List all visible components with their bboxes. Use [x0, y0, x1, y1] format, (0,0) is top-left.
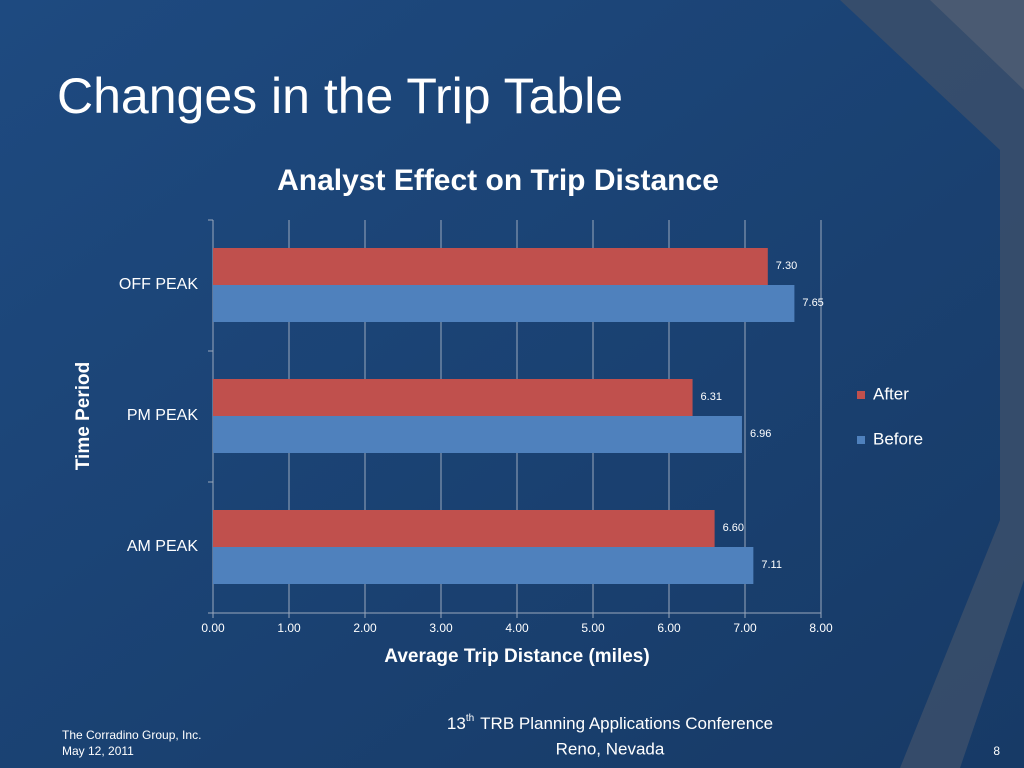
- value-label: 7.11: [761, 559, 782, 571]
- value-label: 6.96: [750, 428, 771, 440]
- footer-conference: 13th TRB Planning Applications Conference: [447, 713, 773, 734]
- footer-company: The Corradino Group, Inc.: [62, 728, 201, 742]
- x-tick-label: 4.00: [505, 621, 529, 635]
- footer-location: Reno, Nevada: [556, 739, 665, 758]
- y-tick-label: PM PEAK: [127, 407, 198, 424]
- bar: [213, 379, 693, 416]
- bar: [213, 248, 768, 285]
- x-axis-label: Average Trip Distance (miles): [384, 646, 649, 667]
- value-label: 7.30: [776, 260, 797, 272]
- legend-label: Before: [873, 429, 923, 448]
- legend-label: After: [873, 384, 909, 403]
- y-tick-label: OFF PEAK: [119, 276, 198, 293]
- bar: [213, 547, 754, 584]
- x-tick-label: 0.00: [201, 621, 225, 635]
- footer-date: May 12, 2011: [62, 744, 134, 758]
- bar: [213, 285, 795, 322]
- conference-number: 13: [447, 714, 466, 733]
- page-number: 8: [993, 744, 1000, 758]
- value-label: 6.31: [701, 391, 722, 403]
- slide-title: Changes in the Trip Table: [57, 68, 623, 124]
- corner-panel: [930, 0, 1024, 90]
- x-tick-label: 2.00: [353, 621, 377, 635]
- value-label: 6.60: [723, 522, 744, 534]
- x-tick-label: 1.00: [277, 621, 301, 635]
- chart-title: Analyst Effect on Trip Distance: [277, 164, 719, 197]
- bar: [213, 416, 742, 453]
- y-tick-label: AM PEAK: [127, 538, 198, 555]
- value-label: 7.65: [802, 297, 823, 309]
- x-tick-label: 3.00: [429, 621, 453, 635]
- x-tick-label: 5.00: [581, 621, 605, 635]
- conference-suffix: th: [466, 713, 474, 724]
- legend-swatch: [857, 391, 865, 399]
- corner-panel: [840, 0, 1024, 768]
- legend-swatch: [857, 436, 865, 444]
- x-tick-label: 7.00: [733, 621, 757, 635]
- x-tick-label: 8.00: [809, 621, 833, 635]
- x-tick-label: 6.00: [657, 621, 681, 635]
- conference-name: TRB Planning Applications Conference: [480, 714, 773, 733]
- bar: [213, 510, 715, 547]
- y-axis-label: Time Period: [73, 362, 94, 470]
